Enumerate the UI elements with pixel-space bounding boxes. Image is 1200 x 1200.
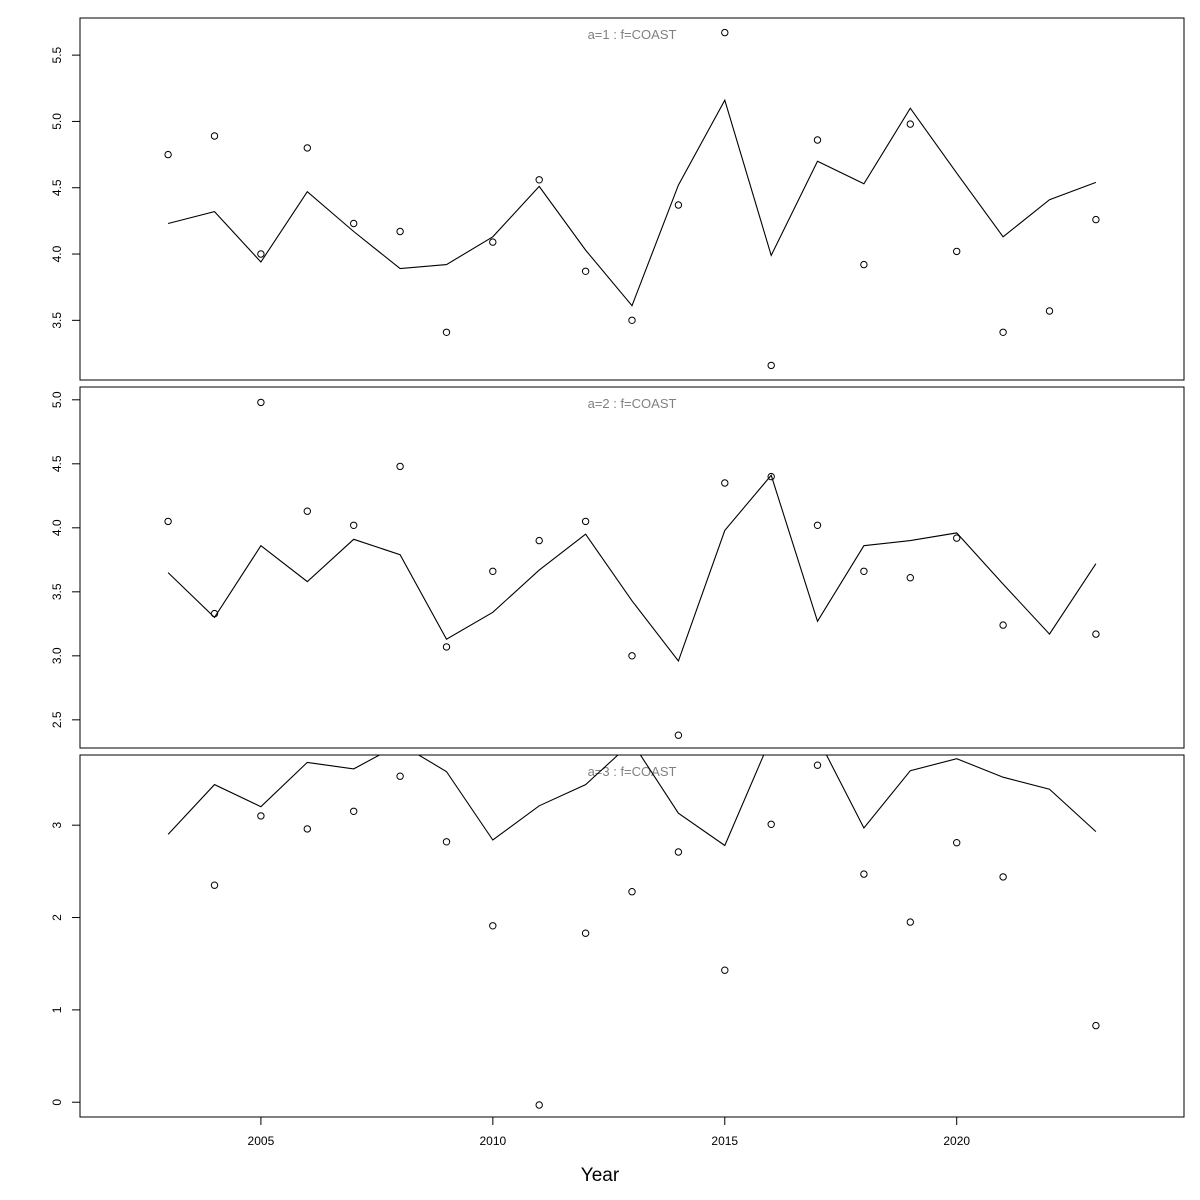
observed-point (535, 536, 543, 545)
observed-point (767, 820, 775, 828)
observed-point (999, 328, 1007, 336)
panel-plot-area (167, 755, 1100, 1109)
y-tick-label: 1 (50, 1006, 64, 1013)
panel-plot-area (164, 28, 1100, 370)
y-tick-label: 3.5 (50, 312, 64, 329)
panel-title: a=2 : f=COAST (588, 396, 677, 411)
observed-point (442, 643, 451, 651)
observed-point (164, 517, 172, 526)
observed-point (860, 870, 868, 878)
observed-point (721, 966, 729, 974)
y-tick-label: 0 (50, 1099, 64, 1106)
y-tick-label: 3.0 (50, 647, 64, 664)
observed-point (999, 621, 1007, 629)
observed-point (906, 120, 914, 128)
y-tick-label: 5.0 (50, 113, 64, 130)
panel-1: 3.5 4.0 4.5 5.0 5.5 a=1 : f=COAST (50, 17, 1185, 381)
observed-point (1092, 1021, 1100, 1030)
observed-point (489, 567, 497, 575)
panel-title: a=1 : f=COAST (588, 27, 677, 42)
panel-2: 2.5 3.0 3.5 4.0 4.5 5.0 a=2 : f=COAST (50, 386, 1185, 749)
observed-point (396, 462, 404, 471)
fitted-line (167, 98, 1097, 307)
observed-point (303, 825, 311, 833)
observed-point (813, 761, 822, 769)
observed-point (164, 150, 172, 159)
observed-point (581, 267, 590, 275)
y-tick-label: 2.5 (50, 711, 64, 728)
observed-point (953, 247, 961, 256)
y-tick-label: 3 (50, 822, 64, 829)
observed-point (442, 838, 451, 846)
observed-point (674, 848, 683, 856)
observed-point (721, 479, 729, 487)
observed-point (210, 881, 219, 889)
observed-point (535, 176, 543, 184)
observed-point (581, 517, 590, 526)
observed-point (396, 227, 404, 236)
observed-point (1092, 630, 1100, 638)
fitted-line (167, 755, 1097, 847)
panel-title: a=3 : f=COAST (588, 764, 677, 779)
observed-point (1092, 215, 1100, 224)
x-axis: 2005 2010 2015 2020 (248, 1117, 970, 1148)
observed-point (257, 398, 265, 407)
observed-point (489, 238, 497, 246)
observed-point (1045, 307, 1054, 315)
observed-point (999, 873, 1007, 881)
panel-frame (79, 754, 1185, 1118)
observed-point (303, 144, 311, 152)
observed-point (628, 316, 636, 324)
observed-point (767, 472, 775, 481)
panel-frame (79, 17, 1185, 381)
x-tick-label: 2015 (711, 1134, 738, 1148)
observed-point (350, 807, 358, 815)
y-tick-label: 3.5 (50, 583, 64, 600)
y-tick-label: 5.5 (50, 46, 64, 63)
observed-point (535, 1101, 543, 1109)
observed-point (257, 250, 265, 258)
observed-point (628, 652, 636, 660)
observed-point (813, 136, 822, 144)
observed-point (953, 534, 961, 542)
observed-point (350, 521, 358, 529)
x-tick-label: 2005 (248, 1134, 275, 1148)
observed-point (442, 328, 451, 336)
observed-point (767, 361, 775, 370)
panel-frame (79, 386, 1185, 749)
y-tick-label: 4.5 (50, 179, 64, 196)
observed-point (396, 772, 404, 780)
observed-point (953, 839, 961, 847)
x-axis-title: Year (581, 1165, 620, 1186)
observed-point (813, 521, 822, 529)
observed-point (906, 918, 914, 926)
y-tick-label: 2 (50, 914, 64, 921)
x-tick-label: 2010 (479, 1134, 506, 1148)
y-tick-label: 4.5 (50, 455, 64, 472)
observed-point (581, 929, 590, 937)
observed-point (489, 922, 497, 930)
panel-plot-area (164, 398, 1100, 739)
observed-point (860, 260, 868, 269)
observed-point (350, 219, 358, 228)
y-tick-label: 4.0 (50, 519, 64, 536)
x-tick-label: 2020 (943, 1134, 970, 1148)
observed-point (906, 574, 914, 582)
observed-point (860, 567, 868, 575)
panels-layer: 3.5 4.0 4.5 5.0 5.5 a=1 : f=COAST 2.5 3.0 3.5 4.0… (50, 17, 1185, 1118)
observed-point (628, 888, 636, 896)
observed-point (674, 201, 683, 209)
fitted-line (167, 474, 1097, 663)
panel-3: 0 1 2 3 a=3 : f=COAST (50, 754, 1185, 1118)
observed-point (674, 731, 683, 739)
observed-point (721, 28, 729, 37)
observed-point (257, 812, 265, 820)
observed-point (303, 507, 311, 515)
observed-point (210, 132, 219, 140)
y-tick-label: 4.0 (50, 245, 64, 262)
y-tick-label: 5.0 (50, 391, 64, 408)
